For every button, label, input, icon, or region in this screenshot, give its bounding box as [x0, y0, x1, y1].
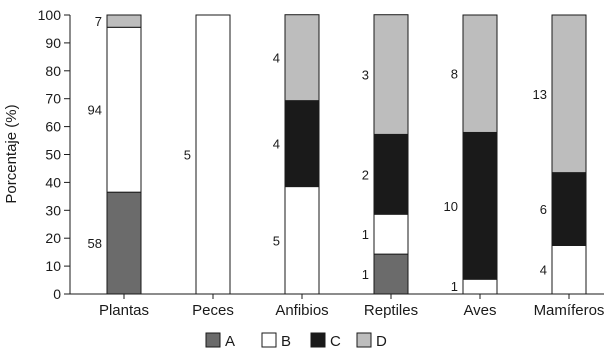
bar-segment-B	[462, 278, 498, 295]
x-category-label: Plantas	[99, 302, 149, 319]
bar-segment-C	[373, 133, 409, 215]
y-tick-label: 40	[45, 174, 61, 190]
count-label-D: 8	[451, 67, 458, 82]
x-category-label: Anfibios	[275, 302, 328, 319]
legend-label-A: A	[225, 333, 235, 350]
count-label-B: 94	[88, 103, 102, 118]
y-tick-label: 20	[45, 230, 61, 246]
y-tick-label: 90	[45, 35, 61, 51]
bar-segment-D	[373, 14, 409, 135]
count-label-B: 5	[184, 148, 191, 163]
x-category-label: Mamíferos	[534, 302, 605, 319]
bar-segment-C	[284, 100, 320, 188]
legend-swatch-B	[261, 332, 277, 348]
count-label-D: 4	[273, 51, 280, 66]
count-label-C: 2	[362, 167, 369, 182]
y-tick-label: 100	[38, 7, 62, 23]
bar-segment-C	[551, 172, 587, 246]
bar-segment-B	[551, 244, 587, 295]
legend-swatch-D	[356, 332, 372, 348]
count-label-D: 3	[362, 68, 369, 83]
count-label-B: 5	[273, 233, 280, 248]
legend-label-B: B	[281, 333, 291, 350]
y-tick-label: 0	[53, 286, 61, 302]
count-label-A: 58	[88, 236, 102, 251]
y-tick-label: 70	[45, 91, 61, 107]
x-category-label: Aves	[463, 302, 496, 319]
legend-label-D: D	[376, 333, 387, 350]
count-label-B: 1	[362, 227, 369, 242]
bar-segment-D	[284, 14, 320, 102]
bar-segment-B	[373, 213, 409, 255]
x-category-label: Peces	[192, 302, 234, 319]
bar-segment-A	[373, 253, 409, 295]
bar-segment-D	[551, 14, 587, 174]
x-category-label: Reptiles	[364, 302, 418, 319]
y-axis-title: Porcentaje (%)	[3, 104, 20, 203]
legend-swatch-A	[205, 332, 221, 348]
legend-label-C: C	[330, 333, 341, 350]
bar-segment-B	[195, 14, 231, 295]
y-tick-label: 80	[45, 63, 61, 79]
count-label-A: 1	[362, 267, 369, 282]
y-tick-label: 30	[45, 202, 61, 218]
count-label-C: 4	[273, 137, 280, 152]
bar-segment-B	[106, 26, 142, 193]
legend: A B C D	[205, 332, 387, 350]
count-label-D: 7	[95, 14, 102, 29]
count-label-C: 10	[444, 199, 458, 214]
y-tick-label: 50	[45, 147, 61, 163]
bar-segment-A	[106, 191, 142, 295]
y-tick-label: 10	[45, 258, 61, 274]
y-tick-label: 60	[45, 119, 61, 135]
bar-segment-C	[462, 131, 498, 280]
legend-swatch-C	[310, 332, 326, 348]
bar-segment-B	[284, 186, 320, 295]
bar-segment-D	[462, 14, 498, 133]
count-label-D: 13	[533, 87, 547, 102]
count-label-B: 4	[540, 263, 547, 278]
count-label-B: 1	[451, 279, 458, 294]
bar-segment-D	[106, 14, 142, 28]
count-label-C: 6	[540, 202, 547, 217]
